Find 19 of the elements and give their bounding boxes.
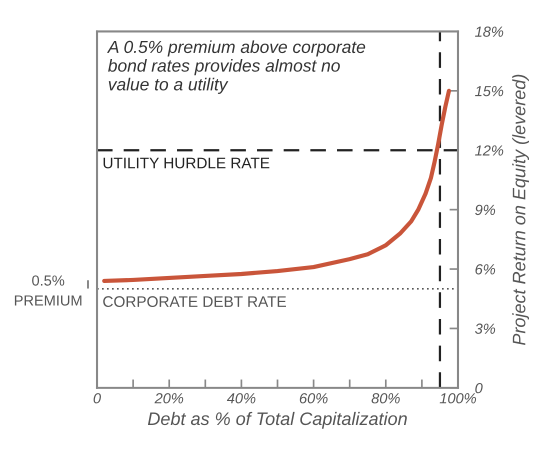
y-tick-label: 6% — [475, 264, 496, 274]
x-tick-label: 40% — [226, 393, 256, 404]
x-tick-label: 100% — [440, 393, 476, 404]
x-tick-label: 20% — [154, 393, 184, 404]
text: 0.5% PREMIUM — [14, 275, 82, 306]
y-axis-title: Project Return on Equity (levered) — [512, 74, 530, 346]
x-axis-title: Debt as % of Total Capitalization — [148, 412, 407, 429]
x-tick-label: 60% — [300, 393, 328, 404]
x-tick-label: 80% — [372, 393, 400, 404]
ref-line-label: CORPORATE DEBT RATE — [103, 296, 286, 308]
y-tick-label: 18% — [475, 26, 504, 37]
y-tick-label: 15% — [475, 86, 504, 96]
y-tick-label: 9% — [475, 204, 496, 216]
y-tick-label: 3% — [475, 324, 496, 334]
ref-line-label: UTILITY HURDLE RATE — [104, 158, 270, 168]
y-tick-label: 12% — [475, 145, 504, 156]
annotation: A 0.5% premium above corporate bond rates provides almost no value to a utility — [106, 40, 366, 94]
x-tick-label: 0 — [94, 393, 101, 404]
y-tick-label: 0 — [475, 382, 483, 394]
